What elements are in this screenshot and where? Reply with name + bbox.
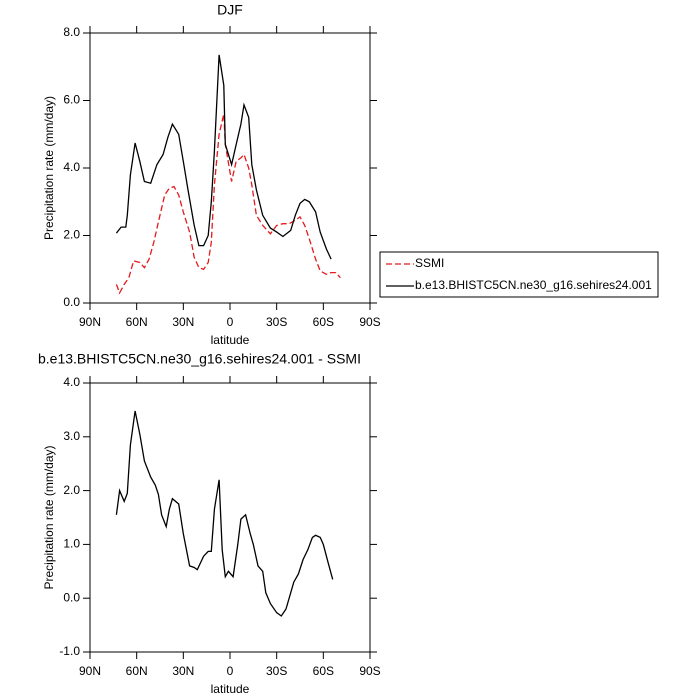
y-tick-label: 6.0 (63, 93, 80, 107)
y-tick-label: 0.0 (63, 590, 80, 604)
series-line (115, 54, 332, 260)
y-tick-label: 8.0 (63, 25, 80, 39)
y-tick-label: 1.0 (63, 537, 80, 551)
x-tick-label: 0 (227, 664, 234, 678)
x-tick-label: 30S (266, 315, 287, 329)
x-tick-label: 30N (172, 664, 194, 678)
x-tick-label: 90N (79, 315, 101, 329)
x-tick-label: 60N (126, 664, 148, 678)
x-axis-label: latitude (211, 682, 250, 696)
series-line (115, 410, 334, 617)
x-axis-label: latitude (211, 333, 250, 347)
x-tick-label: 0 (227, 315, 234, 329)
y-tick-label: 3.0 (63, 429, 80, 443)
series-line (115, 113, 341, 295)
x-tick-label: 90N (79, 664, 101, 678)
chart-title: b.e13.BHISTC5CN.ne30_g16.sehires24.001 -… (38, 351, 361, 367)
x-tick-label: 60S (313, 664, 334, 678)
y-tick-label: -1.0 (59, 644, 80, 658)
y-tick-label: 0.0 (63, 295, 80, 309)
x-tick-label: 90S (359, 664, 380, 678)
legend-label: b.e13.BHISTC5CN.ne30_g16.sehires24.001 (415, 278, 652, 292)
y-axis-label: Precipitation rate (mm/day) (42, 96, 56, 240)
x-tick-label: 60N (126, 315, 148, 329)
x-tick-label: 30S (266, 664, 287, 678)
chart-title: DJF (217, 2, 243, 18)
y-axis-label: Precipitation rate (mm/day) (42, 445, 56, 589)
x-tick-label: 30N (172, 315, 194, 329)
y-tick-label: 4.0 (63, 375, 80, 389)
y-tick-label: 2.0 (63, 483, 80, 497)
legend-label: SSMI (415, 256, 444, 270)
y-tick-label: 4.0 (63, 160, 80, 174)
y-tick-label: 2.0 (63, 228, 80, 242)
x-tick-label: 60S (313, 315, 334, 329)
plot-frame (89, 382, 371, 653)
legend-box (379, 251, 659, 298)
x-tick-label: 90S (359, 315, 380, 329)
